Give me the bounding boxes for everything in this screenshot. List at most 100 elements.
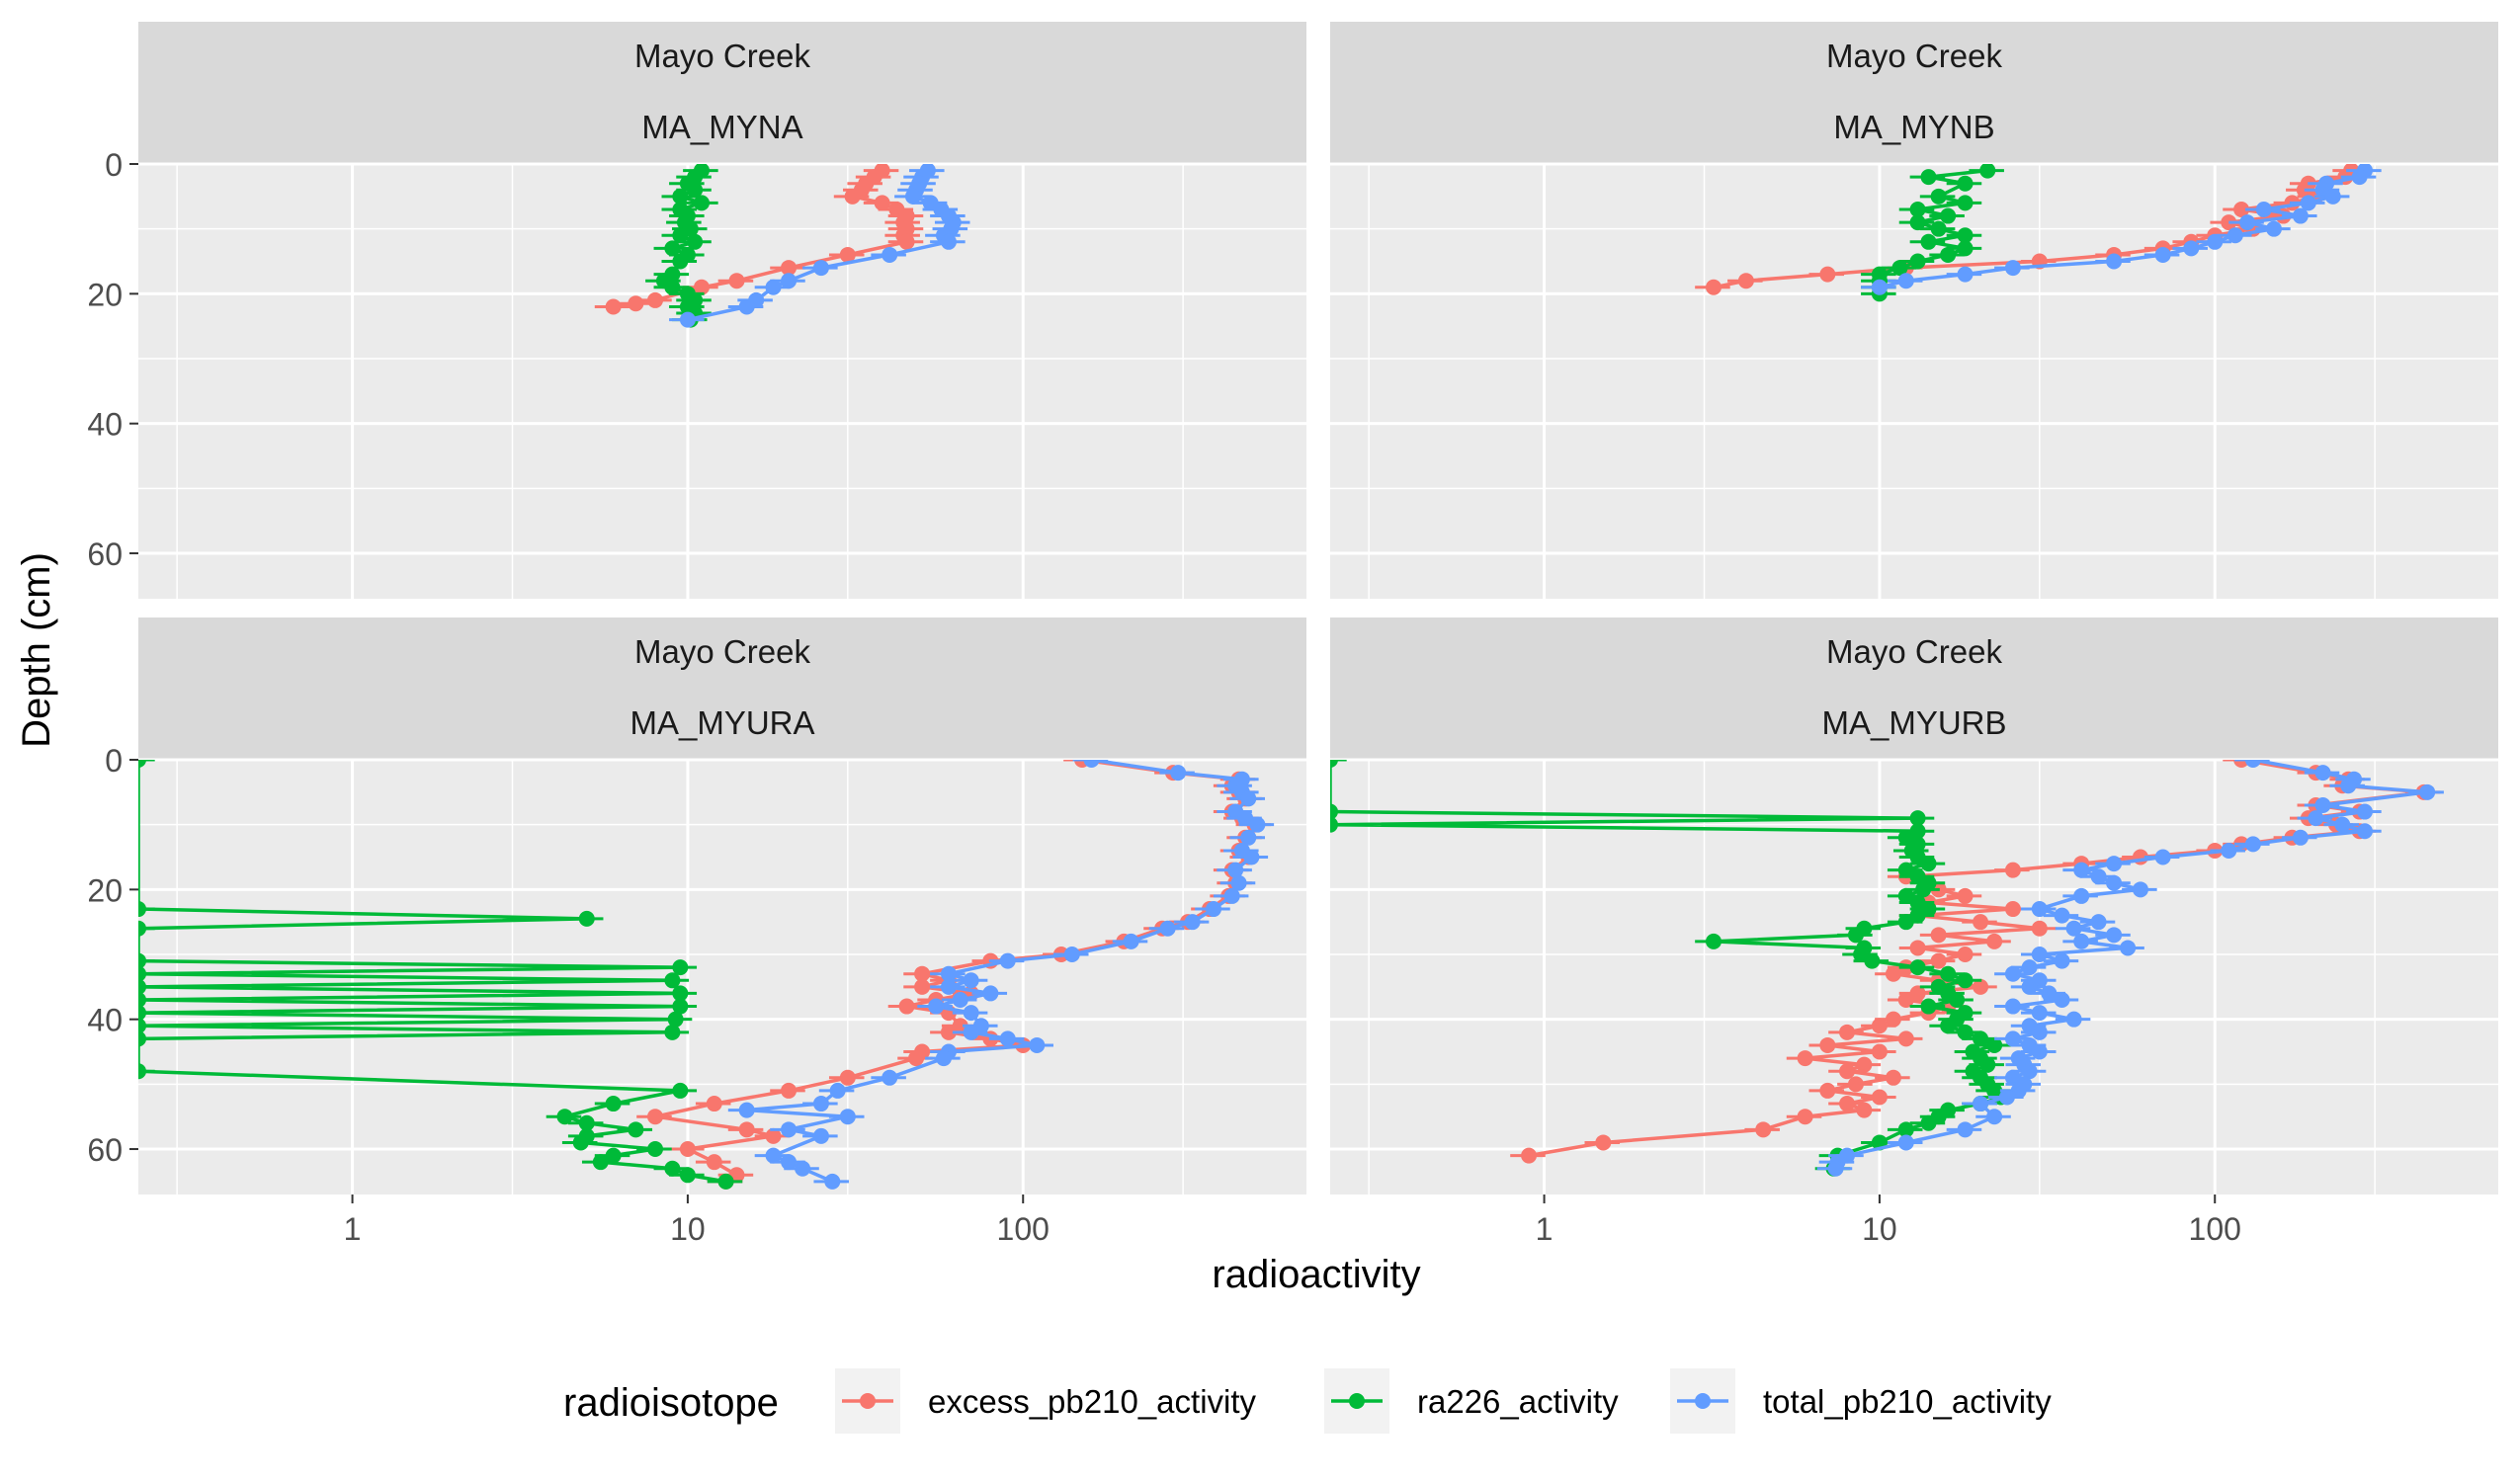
axis-labels: Depth (cm) radioactivity <box>15 552 1421 1296</box>
data-point <box>1819 1036 1836 1053</box>
data-point <box>940 1024 957 1040</box>
data-point <box>2031 901 2048 918</box>
data-point <box>138 952 146 969</box>
data-point <box>647 1109 664 1125</box>
data-point <box>839 1109 856 1125</box>
series-ra226-activity <box>138 760 743 1190</box>
data-point <box>2308 810 2324 827</box>
data-point <box>1940 965 1957 982</box>
data-point <box>2021 959 2038 976</box>
data-point <box>1897 887 1914 904</box>
series-total-pb210-activity <box>669 164 970 328</box>
data-point <box>717 1173 734 1190</box>
facet-strip-core <box>1330 93 2498 164</box>
x-tick-label: 1 <box>1536 1211 1554 1247</box>
data-point <box>2041 985 2058 1002</box>
x-tick-label: 1 <box>344 1211 362 1247</box>
data-point <box>1897 862 1914 878</box>
data-point <box>2154 849 2171 865</box>
data-point <box>781 1154 798 1171</box>
panel-data <box>138 760 1275 1190</box>
facet-panels: Mayo Creek MA_MYNA 0 20 40 60 Mayo Creek MA_MYN… <box>87 22 2498 1247</box>
facet-strip-site <box>138 22 1306 93</box>
data-point <box>908 1050 925 1067</box>
data-point <box>2356 803 2373 820</box>
data-point <box>2065 1011 2082 1028</box>
data-point <box>706 1154 722 1171</box>
data-point <box>812 1127 829 1144</box>
data-point <box>1979 1056 1996 1073</box>
data-point <box>2292 207 2309 224</box>
legend: radioisotope excess_pb210_activity ra226_a… <box>563 1368 2052 1434</box>
data-point <box>138 920 146 937</box>
data-point <box>2031 1043 2048 1060</box>
data-point <box>667 1011 684 1028</box>
data-point <box>138 901 146 918</box>
data-point <box>693 195 710 211</box>
data-point <box>1871 279 1888 295</box>
data-point <box>2419 783 2436 800</box>
data-point <box>1330 816 1338 833</box>
data-point <box>1330 760 1338 768</box>
data-point <box>2314 796 2331 813</box>
data-point <box>672 253 689 270</box>
data-point <box>1930 952 1947 969</box>
data-point <box>1839 1024 1856 1040</box>
data-point <box>1755 1121 1772 1138</box>
data-point <box>2054 991 2070 1008</box>
data-point <box>2233 760 2250 768</box>
data-point <box>1249 816 1266 833</box>
data-point <box>1957 266 1974 283</box>
data-point <box>2004 1030 2021 1047</box>
data-point <box>1920 233 1937 250</box>
facet-strip-site <box>1330 618 2498 689</box>
data-point <box>672 1082 689 1099</box>
data-point <box>765 1147 782 1164</box>
data-point <box>1957 947 1974 963</box>
data-point <box>687 233 704 250</box>
data-point <box>1864 952 1881 969</box>
data-point <box>2021 1063 2038 1080</box>
data-point <box>1979 164 1996 179</box>
data-point <box>738 298 755 315</box>
facet-strip-site <box>138 618 1306 689</box>
data-point <box>914 965 931 982</box>
data-point <box>1170 765 1187 782</box>
data-point <box>1797 1109 1813 1125</box>
x-tick-label: 100 <box>997 1211 1050 1247</box>
data-point <box>1856 1056 1873 1073</box>
data-point <box>999 952 1016 969</box>
data-point <box>935 1050 952 1067</box>
data-point <box>2004 901 2021 918</box>
data-point <box>2004 998 2021 1015</box>
data-point <box>1891 260 1908 277</box>
data-point <box>628 295 644 312</box>
data-point <box>2004 260 2021 277</box>
data-point <box>556 1109 573 1125</box>
data-point <box>824 1173 841 1190</box>
data-point <box>2106 874 2123 891</box>
data-point <box>2073 862 2090 878</box>
facet-core-label: MA_MYNA <box>641 109 802 145</box>
data-point <box>1897 991 1914 1008</box>
data-point <box>2021 978 2038 995</box>
legend-title: radioisotope <box>563 1381 779 1425</box>
data-point <box>664 240 681 257</box>
legend-key-point <box>860 1393 876 1409</box>
data-point <box>687 182 704 199</box>
data-point <box>1920 1114 1937 1131</box>
data-point <box>2221 842 2237 859</box>
data-point <box>1885 1011 1901 1028</box>
facet-strip-core <box>138 93 1306 164</box>
data-point <box>1940 1018 1957 1034</box>
data-point <box>1930 220 1947 237</box>
legend-entry-excess-pb210-activity: excess_pb210_activity <box>835 1368 1257 1434</box>
legend-label: excess_pb210_activity <box>928 1383 1257 1420</box>
data-point <box>664 1024 681 1040</box>
data-point <box>2207 233 2224 250</box>
panel-background <box>138 164 1306 599</box>
facet-strip-site <box>1330 22 2498 93</box>
data-point <box>963 972 979 989</box>
data-point <box>1986 1109 2003 1125</box>
